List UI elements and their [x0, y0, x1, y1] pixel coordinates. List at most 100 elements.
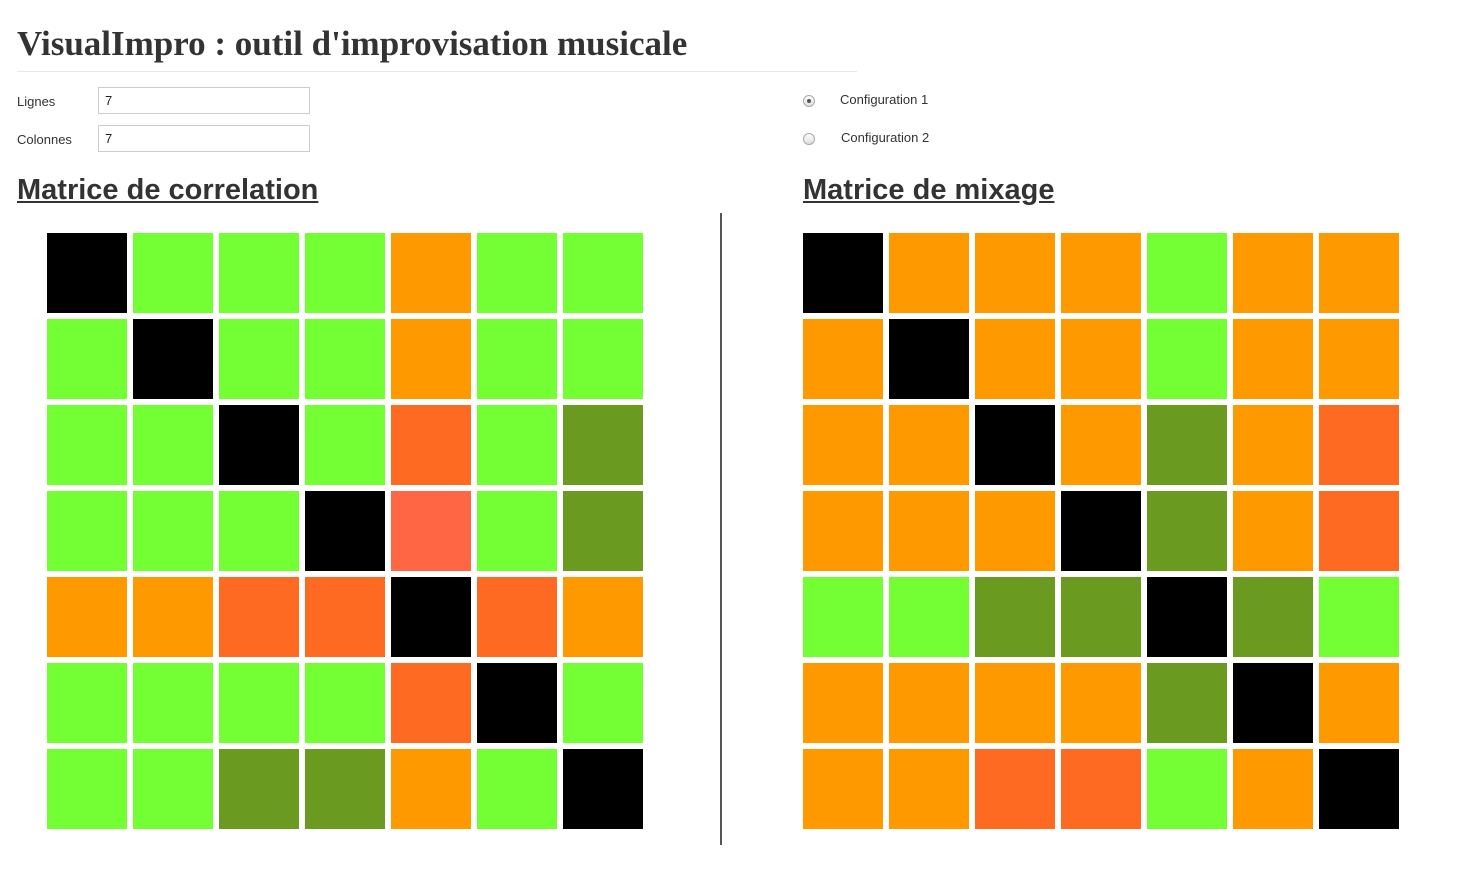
matrix-cell[interactable]: [975, 749, 1055, 829]
matrix-cell[interactable]: [305, 749, 385, 829]
matrix-cell[interactable]: [1147, 233, 1227, 313]
matrix-cell[interactable]: [563, 233, 643, 313]
matrix-cell[interactable]: [1233, 577, 1313, 657]
matrix-cell[interactable]: [477, 319, 557, 399]
matrix-cell[interactable]: [133, 233, 213, 313]
matrix-cell[interactable]: [133, 319, 213, 399]
matrix-cell[interactable]: [803, 491, 883, 571]
matrix-cell[interactable]: [47, 233, 127, 313]
matrix-cell[interactable]: [133, 405, 213, 485]
matrix-cell[interactable]: [1319, 405, 1399, 485]
matrix-cell[interactable]: [47, 749, 127, 829]
matrix-cell[interactable]: [133, 577, 213, 657]
matrix-cell[interactable]: [803, 233, 883, 313]
configuration-1-label[interactable]: Configuration 1: [840, 92, 929, 107]
matrix-cell[interactable]: [803, 319, 883, 399]
matrix-cell[interactable]: [477, 577, 557, 657]
matrix-cell[interactable]: [563, 663, 643, 743]
matrix-cell[interactable]: [975, 491, 1055, 571]
matrix-cell[interactable]: [219, 319, 299, 399]
matrix-cell[interactable]: [1147, 405, 1227, 485]
matrix-cell[interactable]: [47, 663, 127, 743]
configuration-1-radio[interactable]: [803, 95, 815, 107]
matrix-cell[interactable]: [563, 577, 643, 657]
matrix-cell[interactable]: [47, 405, 127, 485]
matrix-cell[interactable]: [477, 491, 557, 571]
matrix-cell[interactable]: [975, 319, 1055, 399]
matrix-cell[interactable]: [219, 233, 299, 313]
matrix-cell[interactable]: [391, 491, 471, 571]
matrix-cell[interactable]: [391, 749, 471, 829]
matrix-cell[interactable]: [47, 577, 127, 657]
matrix-cell[interactable]: [563, 405, 643, 485]
matrix-cell[interactable]: [477, 233, 557, 313]
matrix-cell[interactable]: [477, 405, 557, 485]
matrix-cell[interactable]: [477, 663, 557, 743]
matrix-cell[interactable]: [477, 749, 557, 829]
matrix-cell[interactable]: [1061, 663, 1141, 743]
matrix-cell[interactable]: [889, 233, 969, 313]
matrix-cell[interactable]: [1233, 663, 1313, 743]
matrix-cell[interactable]: [975, 405, 1055, 485]
matrix-cell[interactable]: [305, 577, 385, 657]
matrix-cell[interactable]: [889, 577, 969, 657]
matrix-cell[interactable]: [563, 319, 643, 399]
matrix-cell[interactable]: [563, 491, 643, 571]
matrix-cell[interactable]: [975, 577, 1055, 657]
matrix-cell[interactable]: [305, 491, 385, 571]
matrix-cell[interactable]: [889, 491, 969, 571]
matrix-cell[interactable]: [391, 319, 471, 399]
matrix-cell[interactable]: [305, 663, 385, 743]
matrix-cell[interactable]: [1147, 319, 1227, 399]
matrix-cell[interactable]: [219, 749, 299, 829]
matrix-cell[interactable]: [305, 233, 385, 313]
matrix-cell[interactable]: [219, 405, 299, 485]
matrix-cell[interactable]: [1147, 749, 1227, 829]
matrix-cell[interactable]: [391, 405, 471, 485]
matrix-cell[interactable]: [1319, 491, 1399, 571]
matrix-cell[interactable]: [889, 405, 969, 485]
matrix-cell[interactable]: [391, 233, 471, 313]
matrix-cell[interactable]: [803, 405, 883, 485]
matrix-cell[interactable]: [133, 749, 213, 829]
matrix-cell[interactable]: [1319, 749, 1399, 829]
columns-input[interactable]: [98, 125, 310, 152]
matrix-cell[interactable]: [219, 491, 299, 571]
matrix-cell[interactable]: [1319, 663, 1399, 743]
matrix-cell[interactable]: [1061, 319, 1141, 399]
matrix-cell[interactable]: [1233, 319, 1313, 399]
matrix-cell[interactable]: [1061, 233, 1141, 313]
matrix-cell[interactable]: [391, 663, 471, 743]
matrix-cell[interactable]: [803, 749, 883, 829]
matrix-cell[interactable]: [133, 491, 213, 571]
matrix-cell[interactable]: [1319, 577, 1399, 657]
matrix-cell[interactable]: [305, 405, 385, 485]
matrix-cell[interactable]: [1147, 491, 1227, 571]
matrix-cell[interactable]: [1233, 405, 1313, 485]
matrix-cell[interactable]: [975, 233, 1055, 313]
matrix-cell[interactable]: [47, 491, 127, 571]
matrix-cell[interactable]: [1233, 491, 1313, 571]
matrix-cell[interactable]: [47, 319, 127, 399]
matrix-cell[interactable]: [975, 663, 1055, 743]
matrix-cell[interactable]: [133, 663, 213, 743]
matrix-cell[interactable]: [305, 319, 385, 399]
matrix-cell[interactable]: [1319, 319, 1399, 399]
matrix-cell[interactable]: [1061, 749, 1141, 829]
configuration-2-radio[interactable]: [803, 133, 815, 145]
configuration-2-label[interactable]: Configuration 2: [841, 130, 930, 145]
matrix-cell[interactable]: [1233, 233, 1313, 313]
rows-input[interactable]: [98, 87, 310, 114]
matrix-cell[interactable]: [1061, 405, 1141, 485]
matrix-cell[interactable]: [803, 663, 883, 743]
matrix-cell[interactable]: [1233, 749, 1313, 829]
matrix-cell[interactable]: [219, 577, 299, 657]
matrix-cell[interactable]: [889, 663, 969, 743]
matrix-cell[interactable]: [1061, 491, 1141, 571]
matrix-cell[interactable]: [1147, 663, 1227, 743]
matrix-cell[interactable]: [803, 577, 883, 657]
matrix-cell[interactable]: [391, 577, 471, 657]
matrix-cell[interactable]: [1147, 577, 1227, 657]
matrix-cell[interactable]: [889, 749, 969, 829]
matrix-cell[interactable]: [1061, 577, 1141, 657]
